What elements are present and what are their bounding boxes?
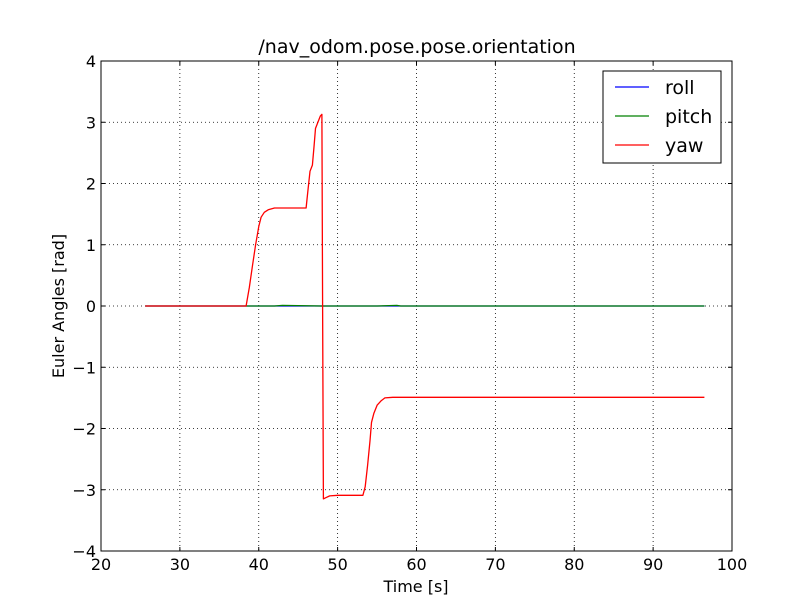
series-line-pitch (145, 304, 705, 307)
y-tick-label: 0 (86, 297, 96, 316)
x-axis-label: Time [s] (382, 577, 448, 596)
y-tick-label: 1 (86, 236, 96, 255)
x-tick-label: 50 (327, 555, 347, 574)
x-tick-label: 80 (564, 555, 584, 574)
x-tick-label: 100 (717, 555, 748, 574)
x-tick-label: 60 (406, 555, 426, 574)
legend: roll pitch yaw (602, 70, 722, 164)
series-lines (145, 113, 705, 500)
axis-ticks: 20 30 40 50 60 70 80 90 100 −4 −3 −2 −1 0 1 2 3 4 (72, 52, 747, 574)
x-tick-label: 40 (249, 555, 269, 574)
chart-title: /nav_odom.pose.pose.orientation (258, 36, 575, 58)
y-tick-label: −2 (72, 420, 96, 439)
y-tick-label: 4 (86, 52, 96, 71)
y-tick-label: 2 (86, 175, 96, 194)
legend-label-pitch: pitch (665, 106, 712, 128)
x-tick-label: 90 (643, 555, 663, 574)
y-tick-label: −1 (72, 358, 96, 377)
x-tick-label: 30 (170, 555, 190, 574)
x-tick-label: 70 (485, 555, 505, 574)
y-tick-label: 3 (86, 113, 96, 132)
plot-area-frame (100, 60, 733, 552)
y-tick-label: −3 (72, 481, 96, 500)
series-line-yaw (145, 113, 705, 500)
y-axis-label: Euler Angles [rad] (49, 234, 68, 378)
legend-label-roll: roll (665, 77, 695, 99)
y-tick-label: −4 (72, 542, 96, 561)
legend-label-yaw: yaw (665, 135, 703, 157)
x-tick-label: 20 (91, 555, 111, 574)
legend-frame (602, 70, 722, 164)
